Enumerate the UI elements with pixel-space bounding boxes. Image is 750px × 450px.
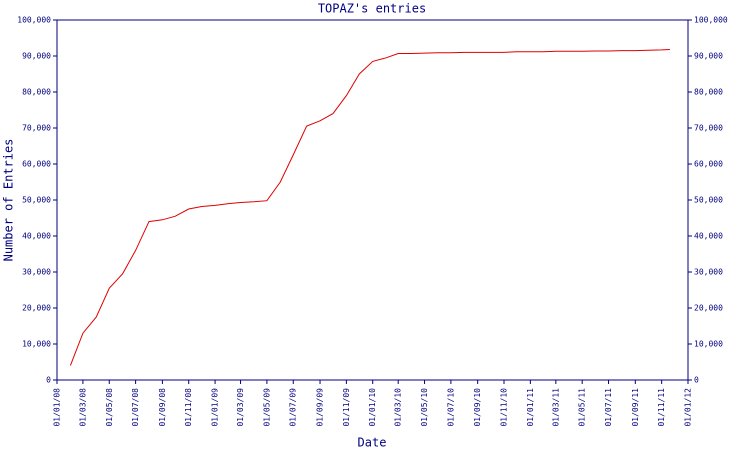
y2-tick-label: 60,000 [694,160,723,169]
y-tick-label: 10,000 [22,340,51,349]
y2-tick-label: 40,000 [694,232,723,241]
y-tick-label: 30,000 [22,268,51,277]
x-tick-label: 01/05/08 [105,388,114,427]
data-line [69,49,670,366]
y2-tick-label: 100,000 [694,16,728,25]
y2-tick-label: 90,000 [694,52,723,61]
y-tick-label: 60,000 [22,160,51,169]
x-tick-label: 01/01/12 [684,388,693,427]
y-tick-label: 20,000 [22,304,51,313]
y2-tick-label: 80,000 [694,88,723,97]
chart-title: TOPAZ's entries [318,2,426,16]
x-tick-label: 01/05/10 [420,388,429,427]
y2-tick-label: 50,000 [694,196,723,205]
plot-frame [56,19,689,381]
x-tick-label: 01/09/10 [473,388,482,427]
y-tick-label: 0 [46,376,51,385]
y2-tick-label: 70,000 [694,124,723,133]
x-tick-label: 01/01/08 [53,388,62,427]
x-tick-label: 01/07/09 [289,388,298,427]
y-tick-label: 80,000 [22,88,51,97]
y-tick-label: 90,000 [22,52,51,61]
x-tick-label: 01/11/11 [657,388,666,427]
x-tick-label: 01/03/08 [78,388,87,427]
y-axis-label: Number of Entries [2,139,16,262]
y-tick-label: 70,000 [22,124,51,133]
y2-tick-label: 20,000 [694,304,723,313]
x-tick-label: 01/03/10 [394,388,403,427]
x-tick-label: 01/09/08 [158,388,167,427]
x-tick-label: 01/03/11 [551,388,560,427]
y-tick-label: 50,000 [22,196,51,205]
y2-tick-label: 30,000 [694,268,723,277]
x-tick-label: 01/11/10 [500,388,509,427]
x-tick-label: 01/11/09 [342,388,351,427]
x-tick-label: 01/01/09 [211,388,220,427]
x-tick-label: 01/03/09 [236,388,245,427]
y-tick-label: 100,000 [17,16,51,25]
x-tick-label: 01/05/11 [578,388,587,427]
x-tick-label: 01/05/09 [262,388,271,427]
x-tick-label: 01/01/11 [526,388,535,427]
x-tick-label: 01/07/11 [604,388,613,427]
y-tick-label: 40,000 [22,232,51,241]
x-tick-label: 01/07/08 [131,388,140,427]
y2-tick-label: 0 [694,376,699,385]
x-tick-label: 01/01/10 [368,388,377,427]
x-tick-label: 01/11/08 [184,388,193,427]
x-tick-label: 01/07/10 [446,388,455,427]
y2-tick-label: 10,000 [694,340,723,349]
x-tick-label: 01/09/11 [631,388,640,427]
x-tick-label: 01/09/09 [316,388,325,427]
x-axis-label: Date [358,436,387,450]
